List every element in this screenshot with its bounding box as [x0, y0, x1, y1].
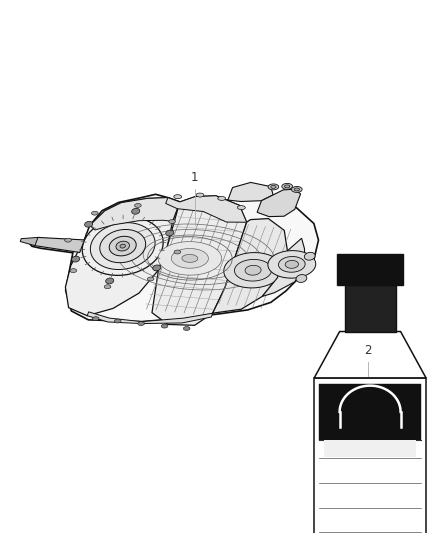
- Polygon shape: [120, 244, 125, 248]
- Polygon shape: [245, 265, 261, 275]
- Polygon shape: [109, 236, 136, 256]
- Polygon shape: [171, 248, 208, 268]
- Polygon shape: [116, 241, 130, 251]
- Polygon shape: [87, 312, 213, 324]
- Polygon shape: [169, 220, 175, 223]
- Polygon shape: [104, 285, 111, 289]
- Polygon shape: [138, 321, 145, 326]
- Polygon shape: [279, 256, 305, 272]
- Polygon shape: [234, 260, 272, 281]
- Polygon shape: [65, 198, 180, 316]
- Polygon shape: [218, 197, 226, 200]
- Polygon shape: [196, 193, 204, 197]
- Polygon shape: [268, 251, 316, 278]
- Polygon shape: [319, 384, 421, 440]
- Polygon shape: [282, 183, 293, 189]
- Polygon shape: [262, 238, 305, 296]
- Polygon shape: [325, 440, 416, 457]
- Polygon shape: [337, 254, 403, 285]
- Polygon shape: [132, 208, 140, 214]
- Polygon shape: [184, 327, 190, 330]
- Polygon shape: [166, 230, 174, 236]
- Polygon shape: [294, 188, 300, 191]
- Polygon shape: [284, 185, 290, 188]
- Polygon shape: [296, 274, 307, 282]
- Polygon shape: [106, 278, 114, 284]
- Polygon shape: [182, 254, 198, 262]
- Polygon shape: [285, 261, 298, 268]
- Polygon shape: [166, 196, 247, 222]
- Polygon shape: [237, 206, 245, 209]
- Polygon shape: [29, 194, 318, 321]
- Polygon shape: [158, 241, 222, 275]
- Polygon shape: [72, 256, 80, 262]
- Polygon shape: [292, 187, 302, 192]
- Polygon shape: [213, 219, 287, 313]
- Polygon shape: [82, 217, 163, 276]
- Polygon shape: [134, 204, 141, 207]
- Text: 2: 2: [364, 344, 372, 357]
- Polygon shape: [90, 198, 180, 230]
- Polygon shape: [161, 324, 168, 328]
- Text: 1: 1: [191, 171, 199, 184]
- Polygon shape: [90, 223, 155, 270]
- Polygon shape: [174, 195, 182, 199]
- Polygon shape: [257, 189, 300, 216]
- Polygon shape: [174, 250, 181, 254]
- Polygon shape: [85, 221, 93, 227]
- Polygon shape: [147, 277, 154, 281]
- Polygon shape: [224, 253, 283, 288]
- Polygon shape: [271, 185, 276, 188]
- Polygon shape: [314, 378, 426, 533]
- Polygon shape: [153, 265, 161, 271]
- Polygon shape: [20, 237, 38, 246]
- Polygon shape: [314, 332, 426, 378]
- Polygon shape: [152, 196, 247, 325]
- Polygon shape: [304, 252, 315, 260]
- Polygon shape: [65, 238, 71, 242]
- Polygon shape: [345, 285, 396, 332]
- Polygon shape: [29, 237, 85, 253]
- Polygon shape: [100, 230, 146, 263]
- Polygon shape: [92, 317, 99, 320]
- Polygon shape: [228, 182, 273, 201]
- Polygon shape: [92, 211, 98, 215]
- Polygon shape: [114, 319, 121, 323]
- Polygon shape: [70, 269, 77, 272]
- Polygon shape: [268, 184, 279, 190]
